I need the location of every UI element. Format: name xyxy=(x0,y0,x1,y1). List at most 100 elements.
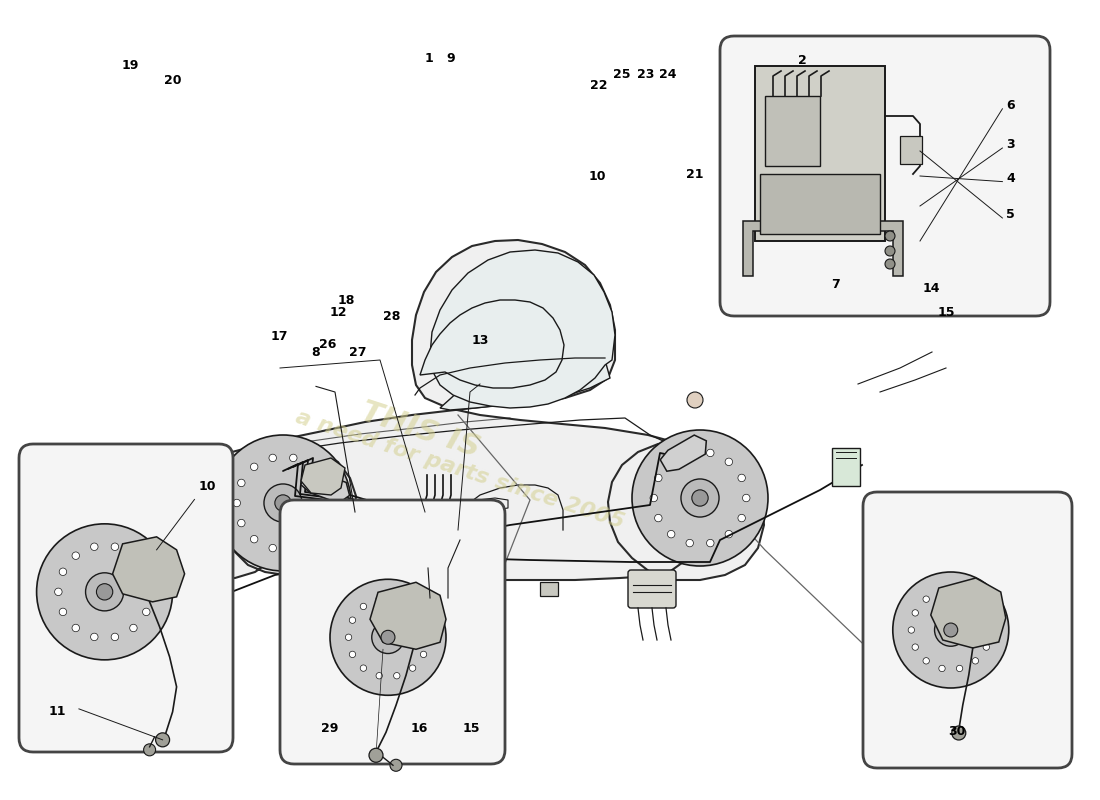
Circle shape xyxy=(394,673,400,679)
Circle shape xyxy=(90,543,98,550)
Circle shape xyxy=(372,621,404,654)
Circle shape xyxy=(289,544,297,552)
Circle shape xyxy=(394,596,400,602)
Circle shape xyxy=(738,514,746,522)
Circle shape xyxy=(692,490,708,506)
Circle shape xyxy=(944,623,958,637)
Polygon shape xyxy=(742,221,903,276)
Text: 30: 30 xyxy=(948,725,966,738)
Circle shape xyxy=(956,588,962,594)
Circle shape xyxy=(86,573,123,611)
Circle shape xyxy=(289,454,297,462)
Circle shape xyxy=(886,259,895,269)
Circle shape xyxy=(725,530,733,538)
Circle shape xyxy=(368,748,383,762)
Circle shape xyxy=(668,458,675,466)
Polygon shape xyxy=(112,240,764,580)
Circle shape xyxy=(376,673,383,679)
Circle shape xyxy=(654,514,662,522)
Text: 3: 3 xyxy=(1006,138,1014,151)
Circle shape xyxy=(350,617,355,623)
Text: 10: 10 xyxy=(588,170,606,182)
Circle shape xyxy=(376,596,383,602)
Bar xyxy=(832,448,860,486)
Circle shape xyxy=(360,665,366,671)
Text: 15: 15 xyxy=(937,306,955,318)
Circle shape xyxy=(321,519,329,527)
Text: a need for parts since 2005: a need for parts since 2005 xyxy=(293,407,627,533)
Circle shape xyxy=(654,474,662,482)
Text: 5: 5 xyxy=(1006,208,1015,221)
Polygon shape xyxy=(440,348,610,410)
Circle shape xyxy=(923,596,930,602)
Text: 27: 27 xyxy=(349,346,366,358)
Bar xyxy=(122,530,167,565)
Circle shape xyxy=(935,614,967,646)
Circle shape xyxy=(688,392,703,408)
Polygon shape xyxy=(301,472,350,503)
Circle shape xyxy=(233,499,241,506)
Text: 18: 18 xyxy=(338,294,355,306)
Circle shape xyxy=(409,665,416,671)
Circle shape xyxy=(326,499,333,506)
Circle shape xyxy=(987,627,993,633)
Circle shape xyxy=(270,454,276,462)
Circle shape xyxy=(742,494,750,502)
Bar xyxy=(900,136,922,164)
Circle shape xyxy=(681,479,719,517)
Text: 28: 28 xyxy=(383,310,400,322)
Text: 16: 16 xyxy=(410,722,428,735)
Circle shape xyxy=(738,474,746,482)
Circle shape xyxy=(686,539,693,547)
Circle shape xyxy=(345,634,352,641)
Text: 2: 2 xyxy=(799,54,807,67)
Circle shape xyxy=(143,608,150,616)
Circle shape xyxy=(308,535,316,543)
FancyBboxPatch shape xyxy=(720,36,1050,316)
Circle shape xyxy=(632,430,768,566)
Circle shape xyxy=(686,449,693,457)
Text: 19: 19 xyxy=(121,59,139,72)
Text: 13: 13 xyxy=(472,334,490,346)
Circle shape xyxy=(350,651,355,658)
Text: 22: 22 xyxy=(590,79,607,92)
Text: 1: 1 xyxy=(425,52,433,65)
Circle shape xyxy=(130,552,138,559)
FancyBboxPatch shape xyxy=(19,444,233,752)
Polygon shape xyxy=(145,460,192,487)
Text: 24: 24 xyxy=(659,68,676,81)
Text: 25: 25 xyxy=(613,68,630,81)
Circle shape xyxy=(155,733,169,747)
Bar xyxy=(764,96,820,166)
Circle shape xyxy=(308,463,316,470)
Circle shape xyxy=(420,651,427,658)
Bar xyxy=(540,582,558,596)
Polygon shape xyxy=(420,300,564,388)
Circle shape xyxy=(886,231,895,241)
Circle shape xyxy=(55,588,62,595)
Circle shape xyxy=(270,544,276,552)
Circle shape xyxy=(706,449,714,457)
Circle shape xyxy=(923,658,930,664)
Circle shape xyxy=(59,568,67,575)
Text: 15: 15 xyxy=(462,722,480,735)
Circle shape xyxy=(128,646,156,674)
Text: 20: 20 xyxy=(164,74,182,86)
FancyBboxPatch shape xyxy=(280,500,505,764)
Bar xyxy=(168,638,190,654)
Polygon shape xyxy=(301,458,345,495)
Circle shape xyxy=(381,630,395,644)
Polygon shape xyxy=(370,582,446,650)
Circle shape xyxy=(390,759,402,771)
Circle shape xyxy=(59,608,67,616)
Circle shape xyxy=(983,610,990,616)
Circle shape xyxy=(275,495,292,511)
Circle shape xyxy=(706,539,714,547)
Text: 23: 23 xyxy=(637,68,654,81)
Text: 17: 17 xyxy=(271,330,288,342)
Circle shape xyxy=(912,610,918,616)
Circle shape xyxy=(147,588,155,595)
Circle shape xyxy=(886,246,895,256)
Text: 8: 8 xyxy=(311,346,320,358)
Circle shape xyxy=(650,494,658,502)
